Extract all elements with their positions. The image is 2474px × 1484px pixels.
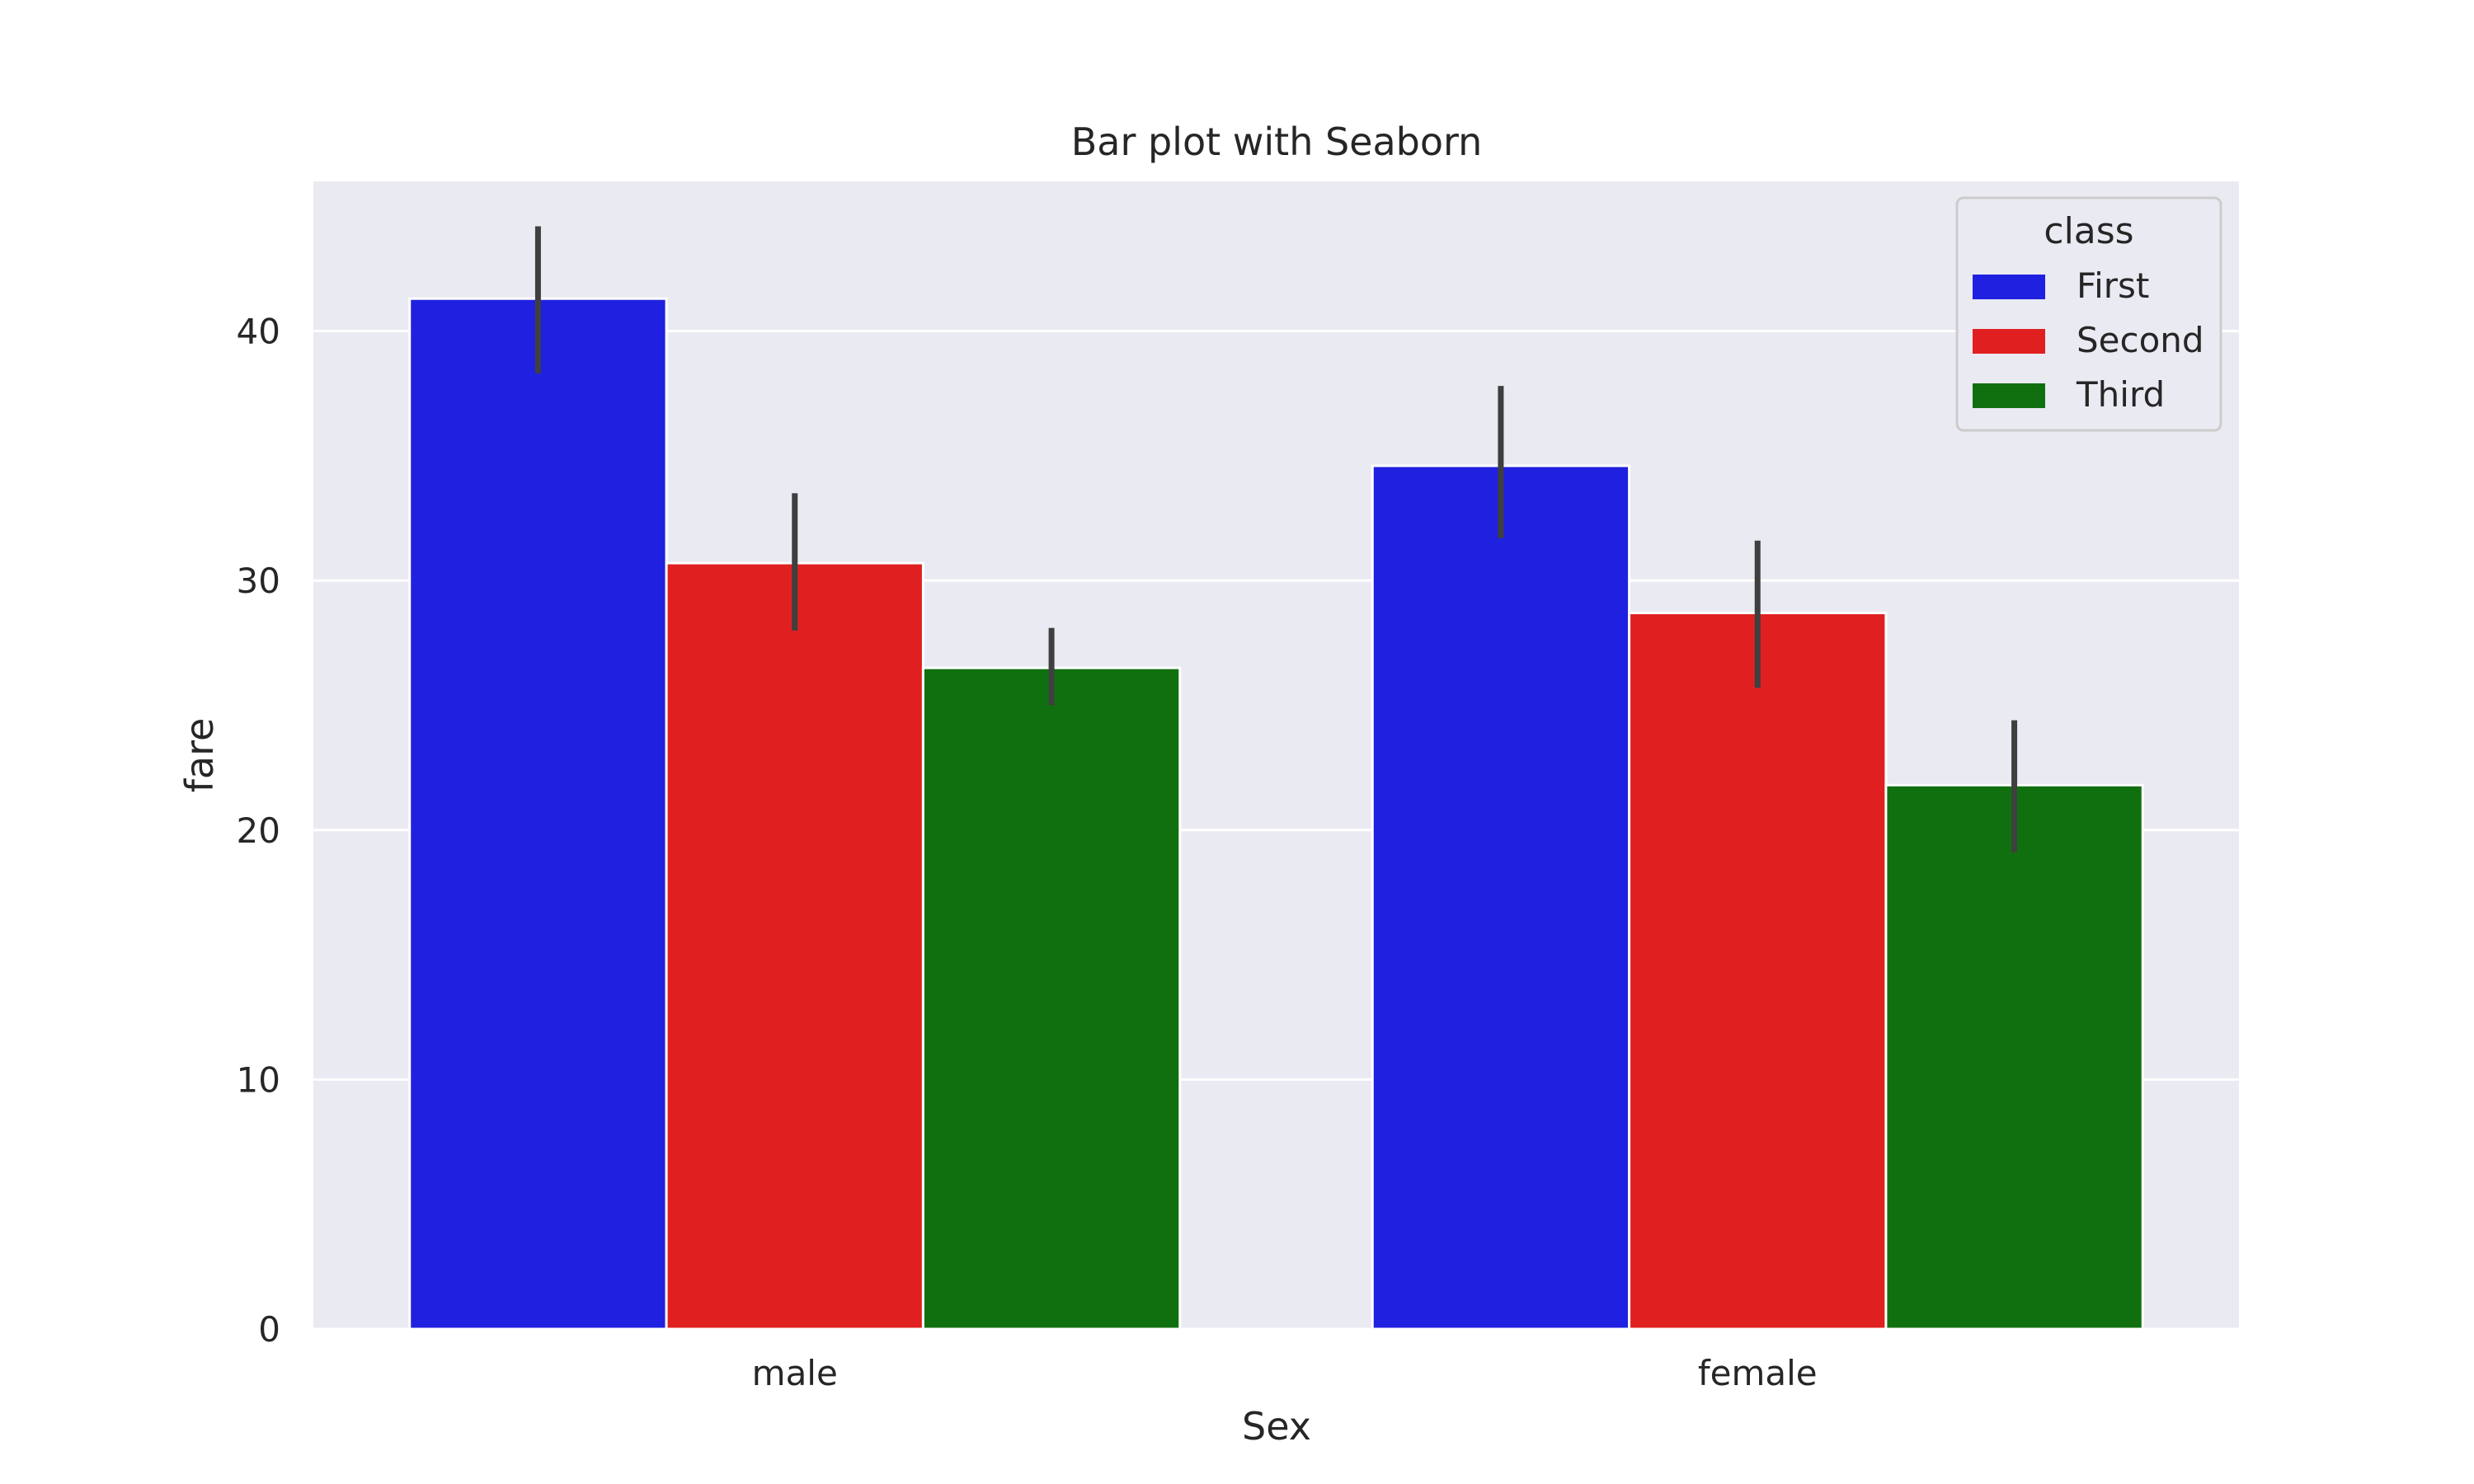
y-tick-label: 30 xyxy=(237,561,280,601)
y-tick-label: 0 xyxy=(258,1309,280,1350)
bar-second-female xyxy=(1628,612,1888,1331)
bars xyxy=(408,297,2144,1331)
bar-first-female xyxy=(1371,464,1631,1331)
legend-label-second: Second xyxy=(2077,320,2204,360)
bar-first-male xyxy=(408,297,668,1331)
x-axis-label: Sex xyxy=(1242,1404,1311,1449)
y-axis-label: fare xyxy=(177,718,222,793)
legend-items: First Second Third xyxy=(1973,265,2204,415)
legend-frame xyxy=(1955,196,2222,432)
legend-label-first: First xyxy=(2077,265,2149,306)
bar-third-female xyxy=(1884,783,2144,1331)
bar-second-male xyxy=(665,561,924,1331)
chart-title: Bar plot with Seaborn xyxy=(1071,120,1483,164)
legend-swatch-third xyxy=(1973,383,2045,408)
legend-swatch-second xyxy=(1973,329,2045,354)
y-tick-label: 20 xyxy=(237,810,280,851)
y-tick-label: 10 xyxy=(237,1059,280,1100)
x-ticks: male female xyxy=(752,1353,1818,1393)
y-ticks: 0 10 20 30 40 xyxy=(237,312,280,1350)
legend-label-third: Third xyxy=(2076,374,2165,415)
legend-swatch-first xyxy=(1973,275,2045,299)
bar-third-male xyxy=(921,666,1182,1331)
y-tick-label: 40 xyxy=(237,312,280,352)
legend: class First Second Third xyxy=(1955,196,2222,432)
legend-title: class xyxy=(2044,210,2133,252)
x-tick-label: male xyxy=(752,1353,838,1393)
x-tick-label: female xyxy=(1698,1353,1818,1393)
error-bars xyxy=(534,226,2018,853)
